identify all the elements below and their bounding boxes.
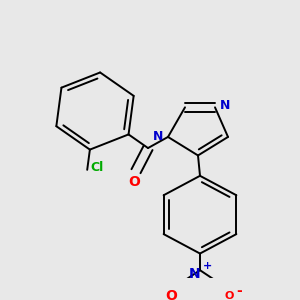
Text: Cl: Cl [91, 160, 104, 173]
Text: -: - [236, 284, 242, 298]
Text: O: O [224, 291, 234, 300]
Text: O: O [128, 175, 140, 189]
Text: N: N [189, 267, 201, 281]
Text: N: N [220, 99, 230, 112]
Text: N: N [153, 130, 163, 143]
Text: O: O [165, 289, 177, 300]
Text: +: + [203, 262, 213, 272]
